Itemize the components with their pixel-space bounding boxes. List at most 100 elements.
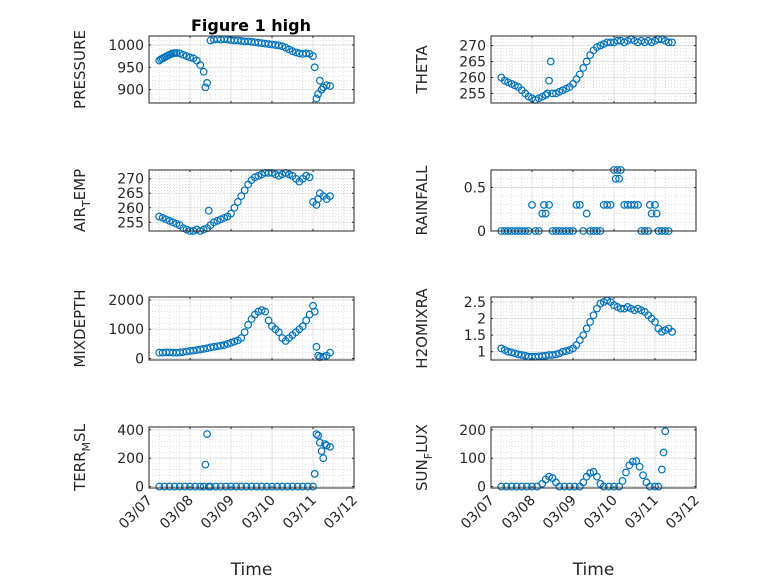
data-point bbox=[611, 174, 620, 183]
data-series bbox=[155, 430, 334, 491]
data-point bbox=[326, 348, 334, 357]
data-point bbox=[652, 209, 661, 218]
data-series bbox=[155, 301, 334, 361]
data-point bbox=[230, 337, 239, 346]
subplot-rainfall: 0 0.5 RAINFALL bbox=[413, 165, 697, 240]
data-point bbox=[155, 482, 164, 491]
data-point bbox=[618, 477, 627, 485]
data-point bbox=[310, 63, 319, 72]
x-tick-label: 03/09 bbox=[198, 493, 238, 533]
data-point bbox=[615, 174, 624, 183]
data-point bbox=[668, 38, 676, 47]
data-point bbox=[175, 49, 184, 58]
data-point bbox=[232, 482, 241, 491]
minor-grid bbox=[149, 427, 354, 488]
data-point bbox=[546, 57, 555, 66]
data-point bbox=[227, 482, 235, 491]
subplot-sun-flux: 0 100 200 03/07 03/08 03/09 03/10 03/11 03/12 Tim… bbox=[413, 423, 703, 580]
subplot-h2omixra: 11.522.5 H2OMIXRA bbox=[413, 288, 697, 369]
data-point bbox=[664, 38, 673, 47]
y-axis-label: TERRMSL bbox=[71, 423, 93, 492]
data-point bbox=[182, 52, 191, 60]
data-point bbox=[211, 482, 220, 491]
data-point bbox=[582, 57, 591, 66]
data-point bbox=[603, 200, 612, 209]
data-point bbox=[504, 347, 512, 356]
data-point bbox=[315, 76, 324, 85]
x-tick-label: 03/08 bbox=[499, 493, 539, 533]
axes-box bbox=[490, 426, 697, 489]
y-tick-label: 265 bbox=[117, 186, 144, 202]
data-point bbox=[651, 317, 659, 326]
y-axis-label: SUNFLUX bbox=[413, 424, 435, 491]
data-point bbox=[606, 200, 615, 209]
data-point bbox=[247, 482, 256, 491]
data-point bbox=[582, 209, 591, 218]
y-axis-label: H2OMIXRA bbox=[413, 288, 431, 369]
y-tick-label: 260 bbox=[459, 70, 486, 86]
data-point bbox=[630, 200, 639, 209]
data-point bbox=[541, 209, 550, 218]
y-axis-label: RAINFALL bbox=[413, 165, 431, 236]
x-tick-label: 03/11 bbox=[280, 493, 320, 533]
data-point bbox=[593, 472, 601, 481]
data-point bbox=[191, 482, 200, 491]
x-axis-label: Time bbox=[572, 560, 615, 580]
data-point bbox=[203, 78, 211, 87]
data-point bbox=[528, 482, 536, 491]
data-point bbox=[661, 427, 670, 436]
data-point bbox=[657, 465, 666, 474]
data-point bbox=[314, 351, 323, 360]
data-point bbox=[651, 200, 659, 209]
data-point bbox=[586, 469, 594, 477]
data-point bbox=[558, 347, 567, 356]
data-point bbox=[647, 209, 656, 218]
data-point bbox=[560, 482, 569, 491]
axes-box bbox=[490, 169, 697, 232]
axes-box bbox=[490, 35, 697, 104]
data-point bbox=[186, 53, 194, 62]
y-tick-label: 1000 bbox=[108, 38, 144, 54]
data-point bbox=[180, 482, 189, 491]
data-point bbox=[223, 339, 232, 348]
data-point bbox=[575, 200, 584, 209]
y-axis-label: THETA bbox=[413, 45, 431, 95]
y-tick-label: 0 bbox=[135, 352, 144, 368]
y-tick-label: 0.5 bbox=[464, 180, 486, 196]
y-tick-label: 0 bbox=[477, 224, 486, 240]
subplot-mixdepth: 0 1000 2000 MIXDEPTH bbox=[71, 289, 355, 368]
x-tick-label: 03/11 bbox=[622, 493, 662, 533]
data-point bbox=[288, 47, 297, 56]
data-point bbox=[227, 209, 235, 218]
data-point bbox=[165, 482, 174, 491]
data-point bbox=[170, 482, 179, 491]
data-point bbox=[196, 61, 205, 69]
data-point bbox=[645, 200, 654, 209]
data-point bbox=[310, 469, 319, 478]
y-tick-label: 900 bbox=[117, 83, 144, 99]
x-axis-label: Time bbox=[230, 560, 273, 580]
data-point bbox=[555, 482, 564, 491]
data-point bbox=[517, 351, 526, 359]
data-point bbox=[326, 82, 334, 90]
y-tick-label: 1.5 bbox=[464, 328, 486, 344]
data-point bbox=[206, 482, 215, 491]
minor-grid bbox=[491, 169, 696, 232]
data-point bbox=[242, 482, 251, 491]
data-point bbox=[201, 460, 210, 469]
y-tick-label: 400 bbox=[117, 423, 144, 439]
subplot-terr-msl: 0 200 400 03/07 03/08 03/09 03/10 03/11 03/12 Tim… bbox=[71, 423, 361, 580]
y-tick-label: 0 bbox=[135, 480, 144, 496]
data-point bbox=[310, 307, 319, 316]
x-tick-label: 03/12 bbox=[321, 493, 361, 533]
data-point bbox=[507, 482, 516, 491]
y-tick-label: 2000 bbox=[108, 293, 144, 309]
data-point bbox=[240, 186, 249, 195]
y-tick-label: 200 bbox=[117, 451, 144, 467]
data-point bbox=[326, 192, 334, 201]
data-point bbox=[273, 482, 282, 491]
